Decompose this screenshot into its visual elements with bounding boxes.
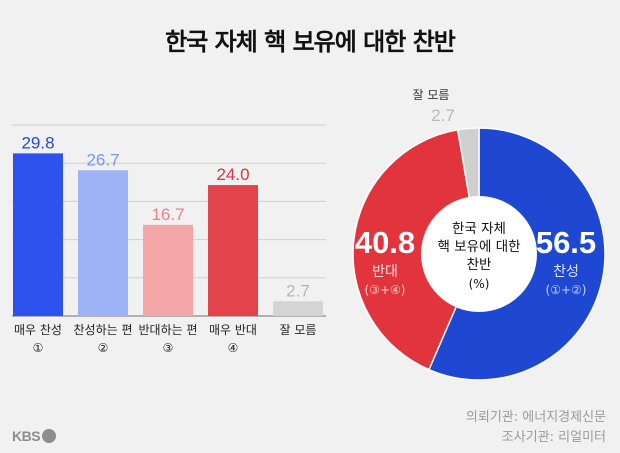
bar-category-mark: ④: [228, 341, 239, 355]
bar-category-label: 잘 모름: [280, 323, 317, 337]
bar-category-label: 반대하는 편: [138, 323, 197, 337]
bar-value-label: 24.0: [216, 165, 249, 184]
chart-title: 한국 자체 핵 보유에 대한 찬반: [165, 28, 456, 56]
bar-value-label: 16.7: [151, 205, 184, 224]
bar-value-label: 29.8: [21, 133, 54, 152]
pie-value-label: 56.5: [536, 225, 596, 260]
pie-value-label: 2.7: [431, 106, 455, 125]
pie-slice-sub: (③+④): [365, 283, 406, 297]
pie-center-label: 핵 보유에 대한: [437, 239, 520, 255]
pie-slice-sub: (①+②): [546, 283, 587, 297]
bar-value-label: 2.7: [286, 281, 310, 300]
pie-center-hole: [421, 196, 537, 312]
pie-slice-name: 잘 모름: [413, 88, 450, 102]
bar-category-mark: ②: [98, 341, 109, 355]
kbs-logo: KBS: [12, 428, 57, 444]
bar: [13, 153, 63, 316]
bar: [78, 170, 128, 316]
bar-chart: 29.8 매우 찬성 ① 26.7 찬성하는 편 ② 16.7 반대하는 편 ③ 24.0 매우 반…: [13, 133, 323, 355]
sponsor-footnote: 의뢰기관: 에너지경제신문: [465, 410, 606, 425]
bar-category-label: 매우 반대: [209, 323, 257, 337]
pie-center-label: 한국 자체: [452, 221, 506, 237]
pie-center-label: 찬반: [467, 257, 492, 273]
logo-text: KBS: [12, 428, 41, 444]
bar: [143, 224, 193, 316]
bar: [273, 301, 323, 316]
pie-center-label: (%): [469, 277, 490, 291]
pie-slice: [352, 128, 480, 371]
bar-category-label: 매우 찬성: [14, 322, 62, 337]
logo-mark-icon: [42, 429, 57, 443]
pie-slice-name: 반대: [372, 264, 398, 280]
bar-value-label: 26.7: [86, 150, 119, 169]
bar-category-mark: ③: [163, 341, 174, 355]
bar-category-mark: ①: [33, 341, 44, 355]
bar-category-label: 찬성하는 편: [73, 322, 132, 337]
pie-slice-name: 찬성: [553, 264, 579, 280]
bar: [208, 185, 258, 316]
pie-value-label: 40.8: [355, 225, 415, 260]
pollster-footnote: 조사기관: 리얼미터: [501, 430, 606, 445]
